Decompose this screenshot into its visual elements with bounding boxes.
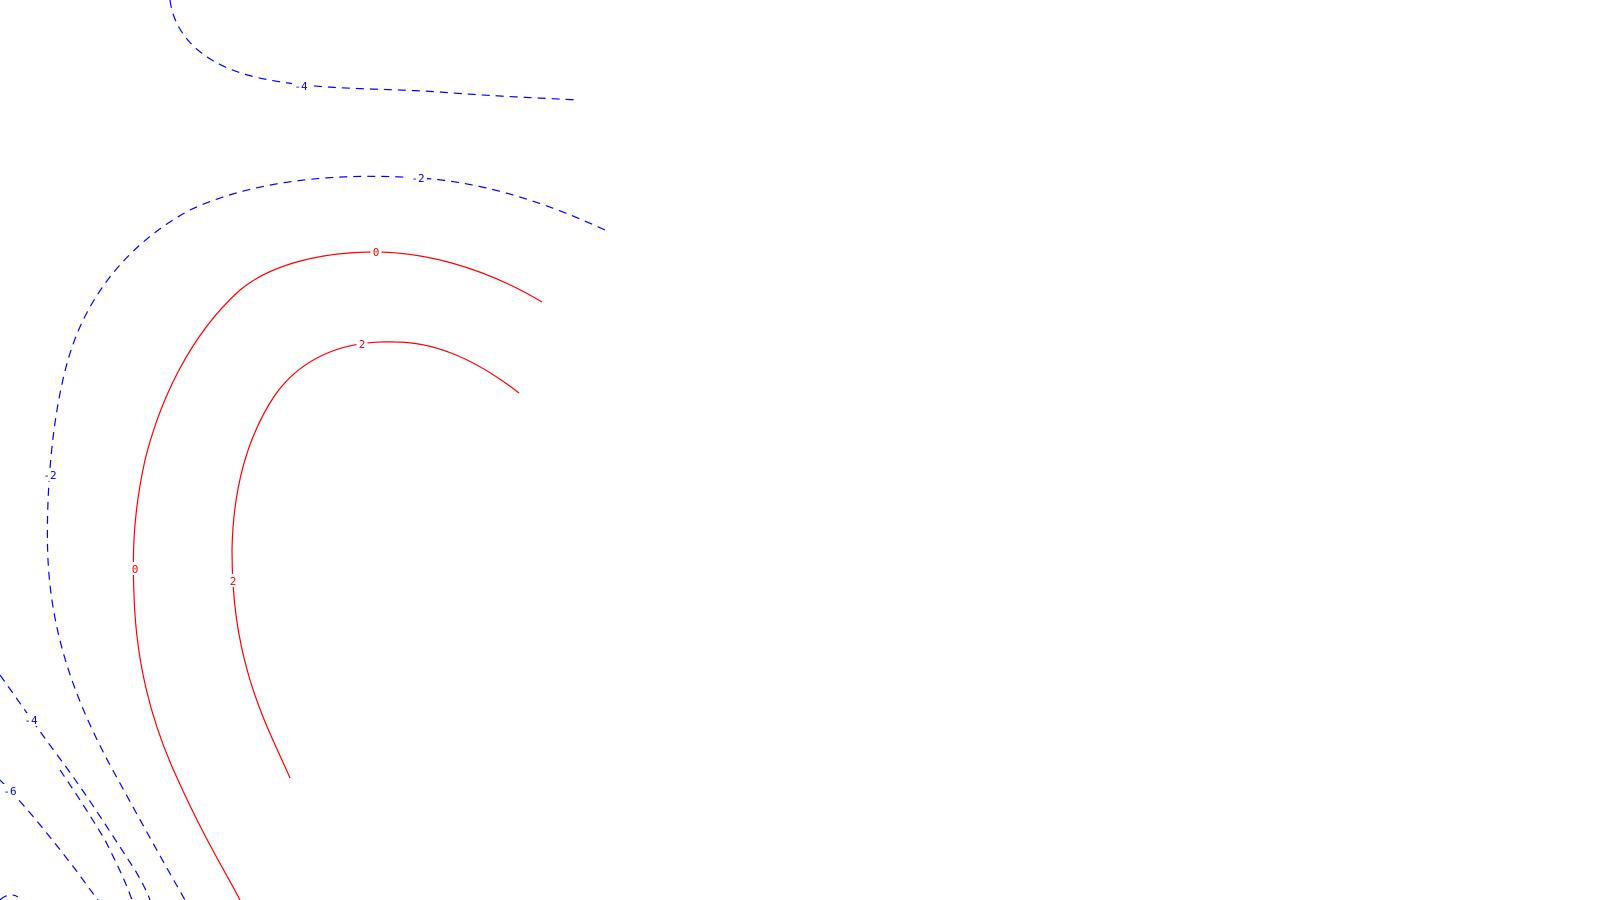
contour-neg4-lower-label-bg-0	[22, 713, 40, 726]
contour-zero-label-1: 0	[132, 563, 139, 576]
contour-neg2-outer-label-1: -2	[43, 469, 56, 482]
contour-neg2-outer-label-bg-1	[41, 468, 59, 481]
contour-pos2-label-bg-1	[227, 574, 239, 587]
contour-neg6-lower-label-bg-0	[1, 784, 19, 797]
contour-pos2-label-0: 2	[359, 338, 366, 351]
contour-neg6-lower-label-0: -6	[3, 785, 16, 798]
contour-labels: -4 -2 -2 0 0 2 2 -4 -6	[1, 79, 427, 798]
contour-neg4-top-line	[169, 0, 579, 101]
contour-corner-fragment	[0, 894, 19, 900]
contour-zero-label-bg-0	[370, 245, 382, 258]
contour-zero-label-bg-1	[129, 562, 141, 575]
contour-neg4-top-label-0: -4	[294, 80, 308, 93]
contour-neg4-top-label-bg-0	[292, 79, 310, 92]
contour-neg4-lower-line	[59, 769, 133, 900]
contour-pos2-label-bg-0	[356, 337, 368, 350]
contour-neg2-outer-line	[46, 175, 606, 900]
contour-lines	[0, 0, 606, 900]
contour-zero-label-0: 0	[373, 246, 380, 259]
contour-pos2-label-1: 2	[230, 575, 237, 588]
contour-neg4-lower-label-0: -4	[24, 714, 38, 727]
contour-neg6-lower-line	[0, 779, 99, 900]
contour-neg2-outer-label-0: -2	[411, 172, 424, 185]
contour-pos2-line	[231, 341, 520, 779]
contour-neg2-lower-line	[0, 674, 151, 900]
contour-neg2-outer-label-bg-0	[409, 171, 427, 184]
